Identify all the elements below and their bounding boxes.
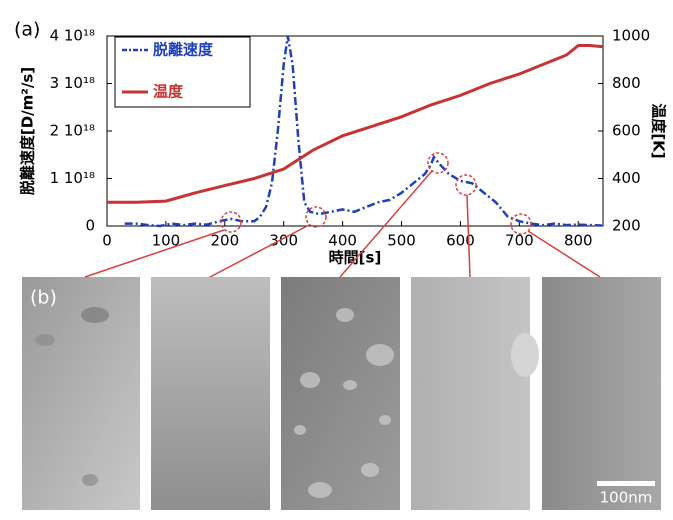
- connector: [339, 170, 433, 278]
- connector: [84, 229, 225, 278]
- legend-label: 温度: [153, 83, 184, 101]
- x-tick-label: 0: [102, 232, 112, 250]
- highlight-circle: [455, 174, 477, 196]
- x-tick-label: 500: [387, 232, 416, 250]
- micrographs: 100nm (b): [22, 277, 661, 510]
- series-line: [124, 35, 602, 228]
- texture: [35, 334, 55, 346]
- connector: [466, 194, 471, 278]
- x-tick-label: 600: [446, 232, 475, 250]
- legend-label: 脱離速度: [153, 41, 214, 59]
- x-tick-label: 400: [328, 232, 357, 250]
- x-tick-label: 200: [210, 232, 239, 250]
- y2-tick-label: 1000: [612, 27, 650, 45]
- x-axis-label: 時間[s]: [329, 249, 382, 267]
- y2-axis-label: 温度[K]: [650, 103, 668, 158]
- micrograph: [22, 277, 140, 510]
- highlight-circle: [510, 213, 532, 235]
- y2-tick-label: 600: [612, 122, 641, 140]
- y2-tick-label: 400: [612, 169, 641, 187]
- panel-label: (a): [14, 19, 40, 41]
- highlight-circle: [220, 211, 242, 233]
- y-tick-label: 2 10¹⁸: [50, 122, 95, 140]
- x-tick-label: 700: [505, 232, 534, 250]
- islands: [294, 308, 394, 498]
- highlight-circle: [305, 206, 327, 228]
- texture: [81, 307, 109, 323]
- micrograph: [411, 277, 530, 510]
- legend: [114, 36, 251, 108]
- texture: [82, 474, 98, 486]
- scale-bar-label: 100nm: [600, 489, 653, 507]
- y-tick-label: 1 10¹⁸: [50, 169, 95, 187]
- y2-tick-label: 800: [612, 74, 641, 92]
- y-tick-label: 0: [85, 217, 95, 235]
- y2-tick-label: 200: [612, 217, 641, 235]
- y-axis-label: 脱離速度[D/m²/s]: [19, 67, 37, 195]
- series-line: [107, 44, 604, 204]
- y-tick-label: 4 10¹⁸: [50, 27, 95, 45]
- x-tick-label: 100: [152, 232, 181, 250]
- micrograph: [542, 277, 661, 510]
- connector: [209, 224, 310, 278]
- x-tick-label: 300: [269, 232, 298, 250]
- y-tick-label: 3 10¹⁸: [50, 74, 95, 92]
- x-tick-label: 800: [564, 232, 593, 250]
- highlight-circle: [427, 152, 449, 174]
- annotations: [84, 152, 601, 278]
- micrograph: [151, 277, 270, 510]
- panel-label: (b): [30, 287, 57, 309]
- connector: [527, 230, 601, 278]
- texture: [511, 333, 539, 377]
- scale-bar: [597, 481, 655, 486]
